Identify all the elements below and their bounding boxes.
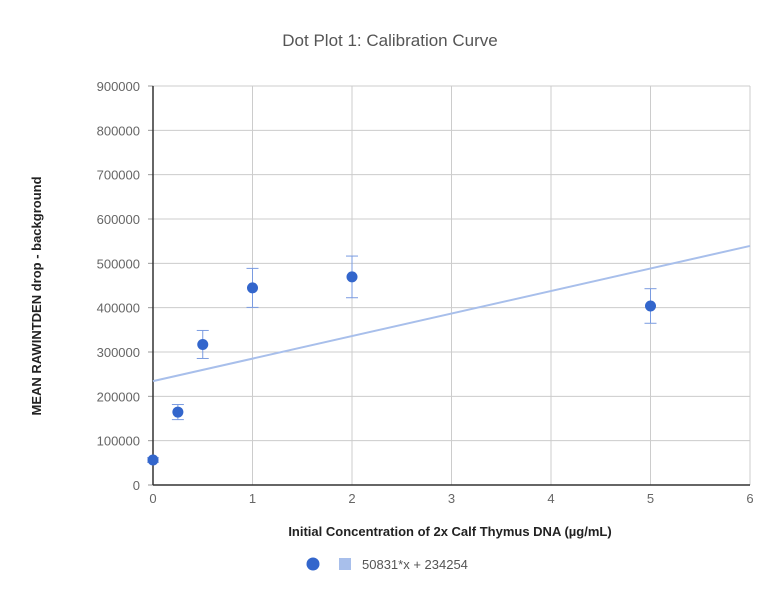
data-point — [247, 282, 258, 294]
x-tick-label: 1 — [249, 491, 256, 506]
y-tick-label: 200000 — [97, 389, 140, 404]
data-point — [645, 300, 656, 312]
legend-trendline-label: 50831*x + 234254 — [362, 557, 468, 572]
y-tick-label: 600000 — [97, 212, 140, 227]
y-tick-label: 700000 — [97, 168, 140, 183]
x-tick-label: 4 — [547, 491, 554, 506]
x-tick-label: 0 — [149, 491, 156, 506]
x-tick-label: 5 — [647, 491, 654, 506]
y-tick-label: 0 — [133, 478, 140, 493]
data-marks — [147, 244, 751, 466]
x-axis-label: Initial Concentration of 2x Calf Thymus … — [288, 524, 611, 539]
x-tick-label: 3 — [448, 491, 455, 506]
y-tick-label: 800000 — [97, 123, 140, 138]
data-point — [346, 271, 358, 283]
y-tick-label: 500000 — [97, 256, 140, 271]
y-axis-label: MEAN RAWINTDEN drop - background — [29, 176, 44, 415]
data-point — [172, 406, 184, 418]
y-tick-label: 900000 — [97, 79, 140, 94]
data-point — [197, 338, 209, 350]
chart-title: Dot Plot 1: Calibration Curve — [282, 31, 497, 50]
y-tick-label: 300000 — [97, 345, 140, 360]
legend-trendline-swatch — [339, 558, 351, 570]
gridlines — [148, 85, 751, 486]
y-tick-label: 400000 — [97, 301, 140, 316]
data-point — [147, 454, 159, 466]
x-tick-label: 6 — [746, 491, 753, 506]
trendline — [152, 244, 751, 383]
legend: 50831*x + 234254 — [306, 557, 468, 572]
y-tick-label: 100000 — [97, 434, 140, 449]
x-tick-label: 2 — [348, 491, 355, 506]
legend-dot-icon — [306, 557, 320, 571]
tick-labels: 0 100000 200000 300000 400000 500000 600000 700… — [97, 79, 754, 506]
